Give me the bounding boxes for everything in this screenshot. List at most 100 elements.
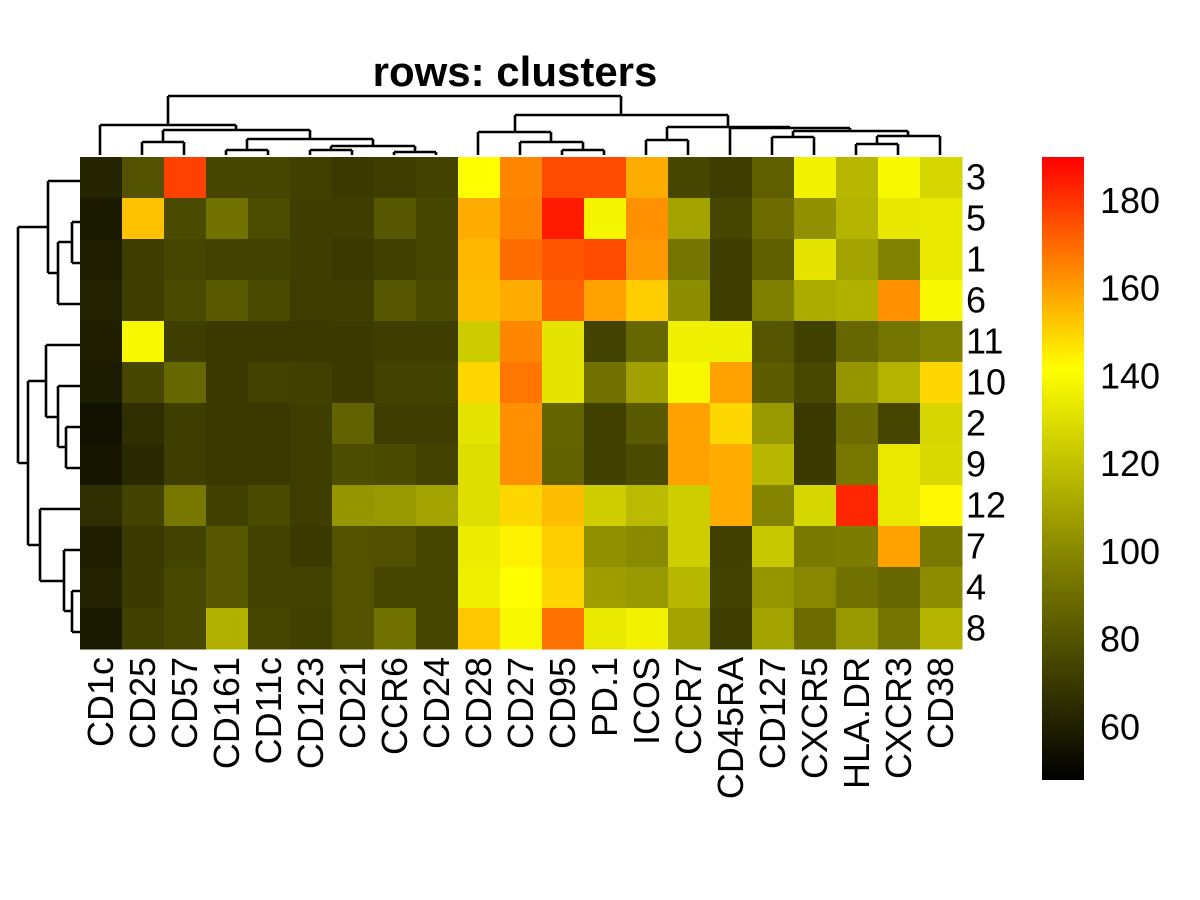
heatmap-cell: [626, 608, 669, 650]
heatmap-cell: [374, 567, 417, 609]
heatmap-cell: [668, 567, 711, 609]
heatmap-cell: [458, 485, 501, 527]
column-label: CD1c: [80, 657, 121, 747]
heatmap-cell: [710, 198, 753, 240]
heatmap-cell: [500, 362, 543, 404]
heatmap-cell: [206, 485, 249, 527]
row-dendrogram: [16, 179, 80, 634]
heatmap-cell: [626, 485, 669, 527]
heatmap-cell: [752, 239, 795, 281]
heatmap-cell: [206, 608, 249, 650]
heatmap-cell: [248, 403, 291, 445]
column-dendrogram-lines: [98, 94, 942, 155]
heatmap-cell: [80, 198, 123, 240]
heatmap-cell: [206, 362, 249, 404]
heatmap-cell: [458, 608, 501, 650]
heatmap-cell: [416, 444, 459, 486]
heatmap-cell: [164, 198, 207, 240]
column-label: ICOS: [626, 657, 667, 745]
heatmap-cell: [332, 362, 375, 404]
heatmap-cell: [332, 608, 375, 650]
heatmap-cell: [206, 444, 249, 486]
heatmap-cell: [542, 608, 585, 650]
legend-tick-label: 120: [1100, 443, 1160, 484]
heatmap-cell: [794, 567, 837, 609]
heatmap-cell: [80, 362, 123, 404]
heatmap-cell: [248, 157, 291, 199]
heatmap-cell: [710, 567, 753, 609]
heatmap-cell: [794, 526, 837, 568]
row-label: 7: [966, 526, 986, 567]
heatmap-cell: [500, 280, 543, 322]
heatmap-cell: [500, 567, 543, 609]
heatmap-cell: [752, 362, 795, 404]
heatmap-cell: [164, 526, 207, 568]
heatmap-cell: [668, 403, 711, 445]
heatmap-cell: [752, 198, 795, 240]
heatmap-cell: [122, 608, 165, 650]
heatmap-cell: [626, 280, 669, 322]
heatmap-cell: [668, 608, 711, 650]
column-label: CCR6: [374, 657, 415, 755]
heatmap-cell: [458, 444, 501, 486]
heatmap-cell: [332, 280, 375, 322]
heatmap-cell: [206, 567, 249, 609]
column-label: CXCR3: [878, 657, 919, 779]
heatmap-cell: [668, 280, 711, 322]
heatmap-cell: [416, 403, 459, 445]
heatmap-cell: [374, 362, 417, 404]
heatmap-cell: [248, 608, 291, 650]
heatmap-cell: [626, 403, 669, 445]
column-label: CD28: [458, 657, 499, 749]
heatmap-cell: [752, 526, 795, 568]
column-label: CD57: [164, 657, 205, 749]
heatmap-cell: [752, 444, 795, 486]
heatmap-cell: [542, 444, 585, 486]
heatmap-cell: [878, 403, 921, 445]
heatmap-cell: [668, 485, 711, 527]
heatmap-cell: [920, 321, 963, 363]
heatmap-cell: [710, 239, 753, 281]
heatmap-cell: [122, 403, 165, 445]
heatmap-cell: [80, 567, 123, 609]
column-label: CD25: [122, 657, 163, 749]
heatmap-cell: [794, 198, 837, 240]
heatmap-cell: [626, 157, 669, 199]
heatmap-cell: [794, 608, 837, 650]
heatmap-cell: [878, 608, 921, 650]
heatmap-cell: [458, 362, 501, 404]
heatmap-cell: [332, 198, 375, 240]
row-label: 2: [966, 403, 986, 444]
row-label: 10: [966, 362, 1006, 403]
row-label: 12: [966, 485, 1006, 526]
heatmap-cell: [458, 280, 501, 322]
heatmap-cell: [416, 362, 459, 404]
heatmap-cell: [836, 444, 879, 486]
heatmap-cell: [500, 321, 543, 363]
heatmap-cell: [542, 280, 585, 322]
heatmap-cell: [458, 198, 501, 240]
heatmap-cell: [584, 198, 627, 240]
heatmap-cell: [122, 567, 165, 609]
heatmap-cell: [626, 239, 669, 281]
heatmap-cell: [248, 444, 291, 486]
heatmap-cell: [500, 239, 543, 281]
heatmap-cell: [80, 321, 123, 363]
heatmap-cell: [710, 280, 753, 322]
heatmap-cell: [752, 321, 795, 363]
heatmap-cell: [878, 567, 921, 609]
heatmap-cell: [500, 198, 543, 240]
heatmap-cell: [626, 362, 669, 404]
heatmap-cell: [710, 362, 753, 404]
heatmap-cell: [374, 403, 417, 445]
heatmap-cell: [290, 485, 333, 527]
heatmap-cell: [290, 403, 333, 445]
heatmap-cell: [542, 239, 585, 281]
heatmap-cell: [164, 485, 207, 527]
column-label: HLA.DR: [836, 657, 877, 789]
heatmap-cell: [80, 526, 123, 568]
heatmap-cell: [374, 198, 417, 240]
heatmap-cell: [416, 321, 459, 363]
heatmap-cell: [332, 403, 375, 445]
heatmap-cell: [920, 239, 963, 281]
